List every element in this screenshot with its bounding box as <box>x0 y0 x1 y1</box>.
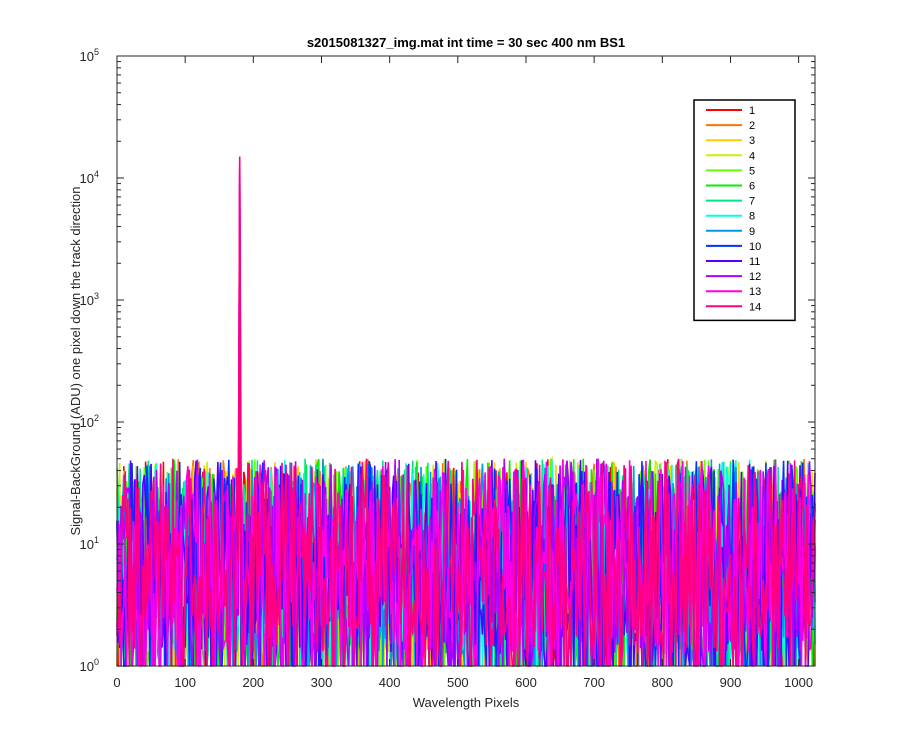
x-tick-label: 600 <box>515 675 537 690</box>
legend-label-7: 7 <box>749 196 755 208</box>
x-axis-label: Wavelength Pixels <box>413 695 520 710</box>
x-tick-label: 100 <box>174 675 196 690</box>
legend-label-1: 1 <box>749 105 755 117</box>
legend-box <box>693 99 796 322</box>
x-tick-label: 400 <box>379 675 401 690</box>
x-tick-label: 300 <box>311 675 333 690</box>
legend-label-10: 10 <box>749 241 761 253</box>
plot-series-group <box>116 156 816 667</box>
legend-label-4: 4 <box>749 150 755 162</box>
x-tick-label: 0 <box>113 675 120 690</box>
legend-label-9: 9 <box>749 226 755 238</box>
y-tick-label: 101 <box>80 535 99 552</box>
x-axis: 0 100 200 300 400 500 600 700 800 900 1000 <box>113 56 813 690</box>
legend-label-6: 6 <box>749 181 755 193</box>
x-tick-label: 800 <box>651 675 673 690</box>
y-axis-label: Signal-BackGround (ADU) one pixel down t… <box>68 186 83 535</box>
legend-label-13: 13 <box>749 286 761 298</box>
legend-label-5: 5 <box>749 165 755 177</box>
x-tick-label: 900 <box>720 675 742 690</box>
legend-label-3: 3 <box>749 135 755 147</box>
chart-title: s2015081327_img.mat int time = 30 sec 40… <box>307 35 625 50</box>
series-line-14 <box>116 156 816 667</box>
y-tick-label: 103 <box>80 291 99 308</box>
legend-label-2: 2 <box>749 120 755 132</box>
y-tick-label: 102 <box>80 413 99 430</box>
legend-label-8: 8 <box>749 211 755 223</box>
plot-area-border <box>116 55 816 667</box>
x-tick-label: 700 <box>583 675 605 690</box>
y-tick-label: 100 <box>80 657 99 674</box>
y-tick-label: 105 <box>80 47 99 64</box>
legend-label-11: 11 <box>749 256 760 268</box>
x-tick-label: 200 <box>242 675 264 690</box>
x-tick-label: 1000 <box>784 675 813 690</box>
legend-label-12: 12 <box>749 271 761 283</box>
x-tick-label: 500 <box>447 675 469 690</box>
y-tick-label: 104 <box>80 169 99 186</box>
legend-label-14: 14 <box>749 301 761 313</box>
